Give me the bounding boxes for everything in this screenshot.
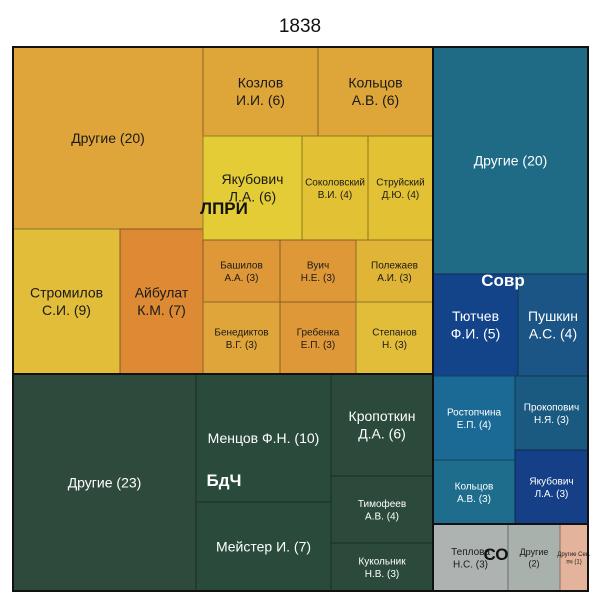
treemap-group-frame	[432, 523, 589, 592]
treemap-cell-label: Гребенка Е.П. (3)	[297, 326, 340, 351]
treemap-cell[interactable]	[202, 239, 281, 303]
treemap-cell-label: Полежаев А.И. (3)	[371, 260, 418, 284]
treemap-cell[interactable]	[514, 375, 589, 451]
treemap-cell-label: Другие (20)	[474, 152, 548, 168]
treemap-cell[interactable]	[367, 135, 434, 241]
treemap-cell-label: Кукольник Н.В. (3)	[358, 556, 406, 580]
treemap-group-2: Другие (23) Менцов Ф.Н. (10) Мейстер И. (7…	[12, 373, 434, 592]
treemap-cell-label: Теплова Н.С. (3)	[451, 547, 490, 571]
treemap-group-1: Другие (20) Тютчев Ф.И. (5) Пушкин А.С. (4) Р…	[432, 46, 589, 525]
treemap-cell-label: Тютчев Ф.И. (5)	[451, 308, 501, 342]
treemap-cell-label: Вуич Н.Е. (3)	[301, 260, 335, 284]
treemap-cell[interactable]	[514, 449, 589, 525]
treemap-cell-label: Козлов И.И. (6)	[236, 75, 285, 109]
treemap-cell-label: Другие Сев. пч (1)	[557, 552, 591, 566]
treemap-cell-label: Ростопчина Е.П. (4)	[447, 407, 502, 431]
treemap-cell[interactable]	[279, 301, 357, 375]
treemap-cell[interactable]	[202, 301, 281, 375]
treemap-cell-label: Кольцов А.В. (3)	[455, 481, 494, 505]
treemap-cell-label: Пушкин А.С. (4)	[528, 308, 578, 342]
treemap-cell[interactable]	[195, 373, 332, 503]
treemap-cell[interactable]	[432, 375, 516, 461]
treemap-cell-label: Якубович Л.А. (6)	[222, 171, 284, 205]
treemap-cell-label: Другие (23)	[68, 474, 142, 490]
treemap-group-label: Совр	[481, 271, 525, 290]
treemap-cell[interactable]	[119, 228, 204, 375]
treemap-group-3: Теплова Н.С. (3) Другие (2) Другие Сев. пч (1…	[432, 523, 591, 592]
treemap-cell-label: Менцов Ф.Н. (10)	[208, 430, 320, 446]
treemap-cell[interactable]	[279, 239, 357, 303]
treemap-cell-label: Якубович Л.А. (3)	[529, 475, 573, 500]
treemap-cell[interactable]	[432, 46, 589, 275]
treemap-cell-label: Струйский Д.Ю. (4)	[376, 177, 424, 201]
treemap-cell[interactable]	[517, 273, 589, 377]
treemap-group-label: БдЧ	[207, 471, 242, 490]
treemap-cell-label: Прокопович Н.Я. (3)	[524, 402, 579, 426]
treemap-group-label: СО	[483, 545, 508, 564]
treemap-cell-label: Айбулат К.М. (7)	[135, 285, 189, 319]
treemap-cell[interactable]	[355, 239, 434, 303]
treemap-cell-label: Башилов А.А. (3)	[220, 260, 263, 284]
treemap-cell-label: Кольцов А.В. (6)	[348, 75, 402, 109]
treemap-group-0: Другие (20) Стромилов С.И. (9) Айбулат К.М. …	[12, 46, 434, 375]
treemap-group-label: ЛПРИ	[200, 199, 248, 218]
treemap-cell-label: Соколовский В.И. (4)	[305, 177, 365, 201]
treemap-cell-label: Другие (2)	[520, 547, 549, 568]
treemap-cell[interactable]	[432, 459, 516, 525]
treemap-cell-label: Мейстер И. (7)	[216, 538, 311, 554]
treemap-cell[interactable]	[202, 135, 303, 241]
treemap-cell-label: Другие (20)	[71, 130, 145, 146]
treemap-cell-label: Стромилов С.И. (9)	[30, 285, 103, 319]
treemap-group-frame	[12, 373, 434, 592]
treemap-cell[interactable]	[12, 373, 197, 592]
treemap-cell-label: Кропоткин Д.А. (6)	[349, 408, 416, 442]
treemap-cell-label: Тимофеев А.В. (4)	[358, 498, 406, 523]
chart-title: 1838	[278, 16, 322, 37]
treemap-cell-label: Бенедиктов В.Г. (3)	[214, 327, 268, 351]
treemap-cell-label: Степанов Н. (3)	[372, 327, 417, 351]
treemap-cell[interactable]	[355, 301, 434, 375]
treemap-cell[interactable]	[195, 501, 332, 592]
treemap-cell[interactable]	[330, 373, 434, 477]
